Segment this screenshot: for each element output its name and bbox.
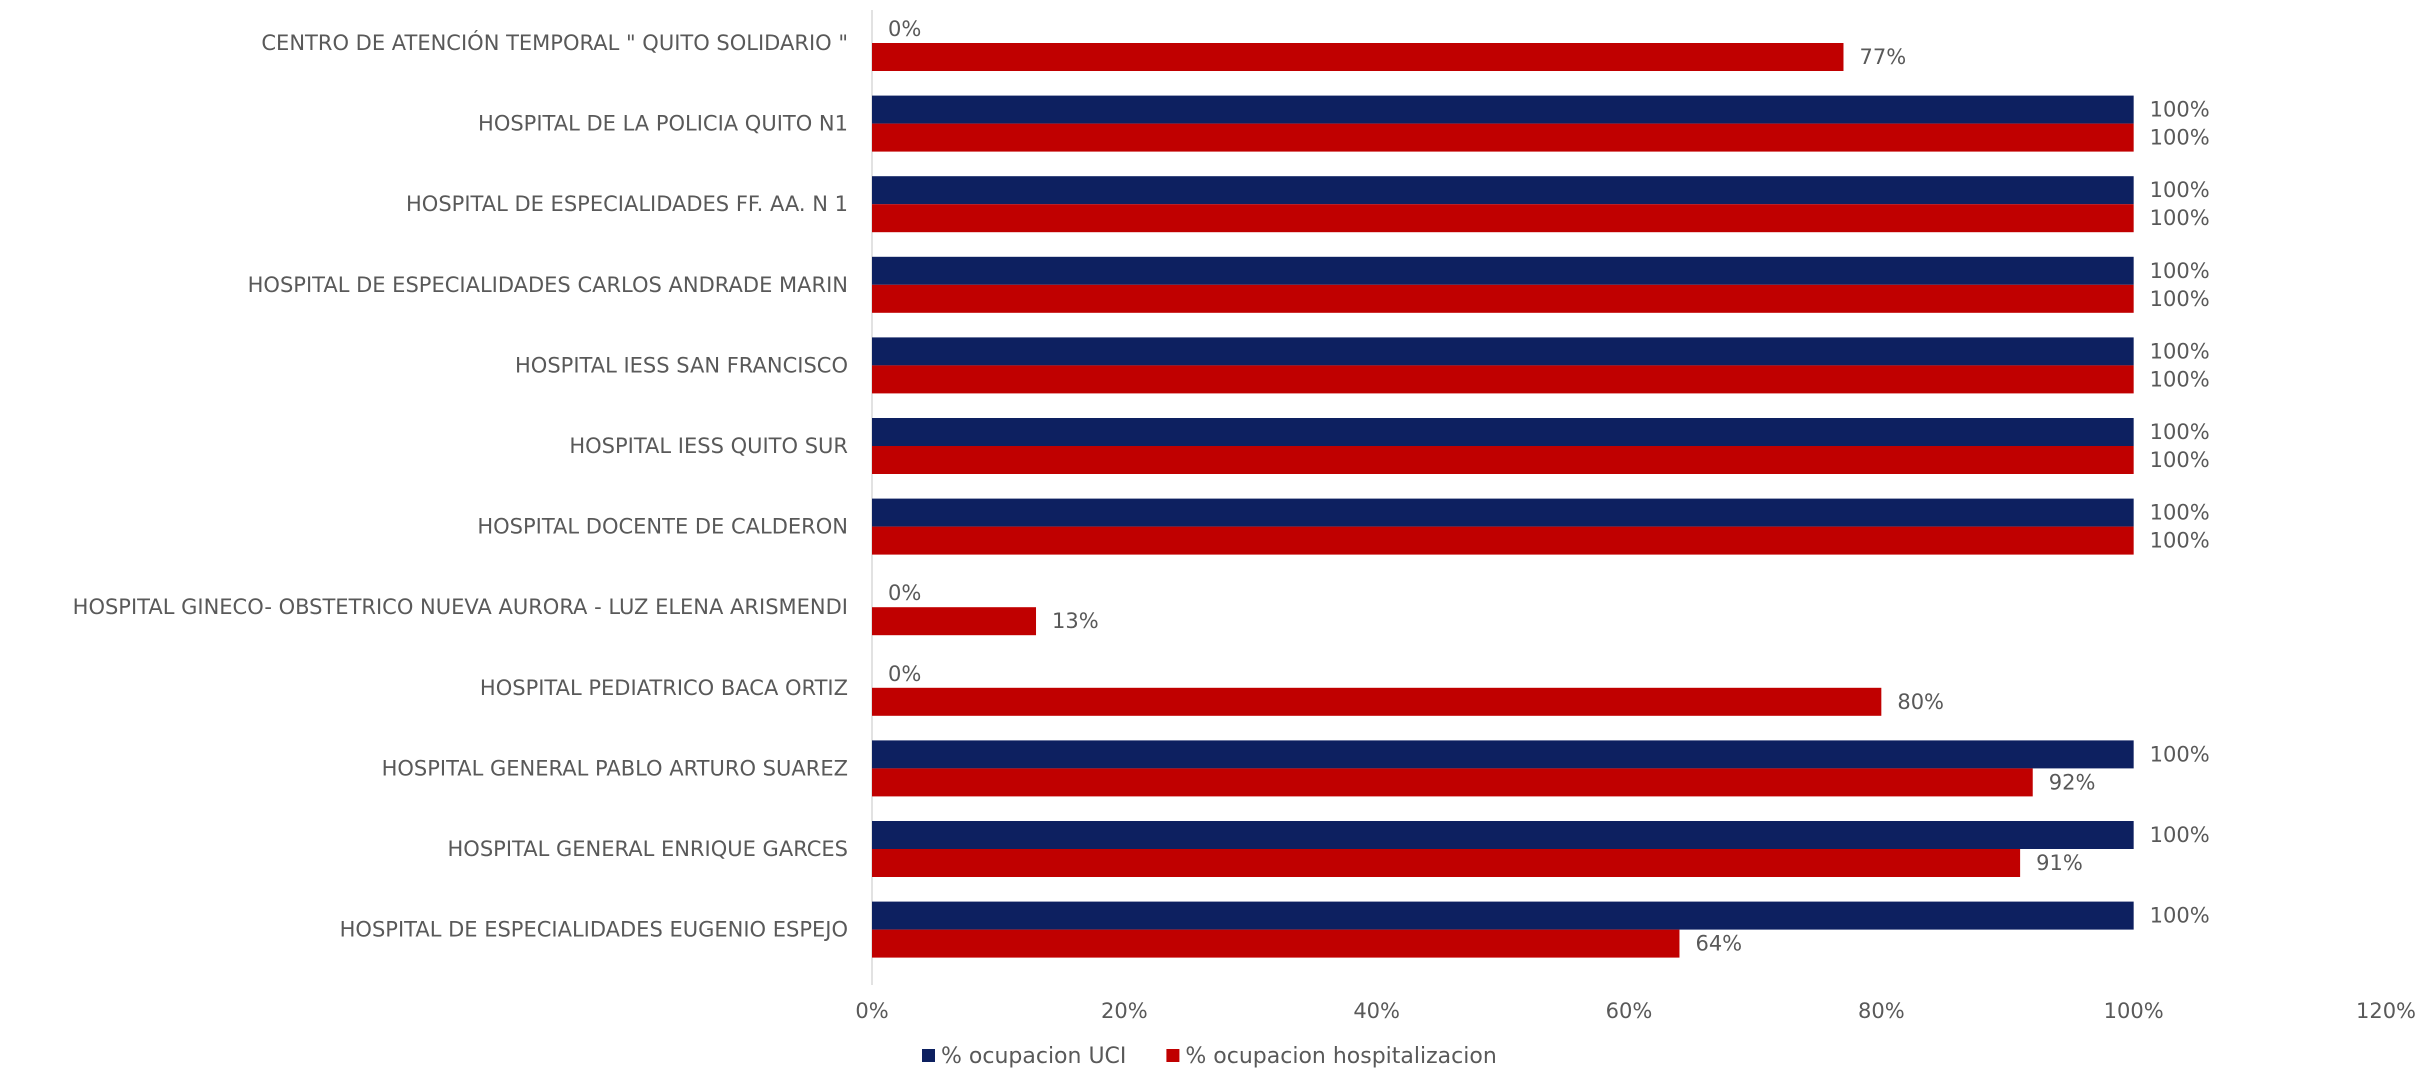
- data-label: 100%: [2150, 259, 2210, 283]
- category-label: HOSPITAL DE ESPECIALIDADES FF. AA. N 1: [406, 192, 848, 216]
- category-label: HOSPITAL DE ESPECIALIDADES CARLOS ANDRAD…: [248, 273, 848, 297]
- category-label: HOSPITAL PEDIATRICO BACA ORTIZ: [480, 676, 848, 700]
- data-label: 100%: [2150, 126, 2210, 150]
- bar-hospitalizacion: [872, 607, 1037, 636]
- data-label: 100%: [2150, 178, 2210, 202]
- data-label: 100%: [2150, 529, 2210, 553]
- category-label: HOSPITAL DOCENTE DE CALDERON: [477, 515, 848, 539]
- bar-hospitalizacion: [872, 446, 2134, 474]
- data-label: 80%: [1897, 690, 1944, 714]
- data-label: 100%: [2150, 367, 2210, 391]
- bar-uci: [872, 256, 2134, 285]
- data-label: 100%: [2150, 742, 2210, 766]
- bar-hospitalizacion: [872, 687, 1882, 716]
- data-label: 92%: [2049, 770, 2096, 794]
- bar-uci: [872, 337, 2134, 366]
- data-label: 91%: [2036, 851, 2083, 875]
- category-label: HOSPITAL GINECO- OBSTETRICO NUEVA AURORA…: [73, 595, 848, 619]
- x-tick-label: 120%: [2356, 999, 2416, 1023]
- category-label: HOSPITAL DE LA POLICIA QUITO N1: [478, 112, 848, 136]
- bar-hospitalizacion: [872, 526, 2134, 555]
- category-label: HOSPITAL GENERAL PABLO ARTURO SUAREZ: [382, 756, 848, 780]
- x-tick-label: 20%: [1101, 999, 1148, 1023]
- data-label: 100%: [2150, 98, 2210, 122]
- x-tick-label: 60%: [1606, 999, 1653, 1023]
- data-label: 100%: [2150, 448, 2210, 472]
- bar-uci: [872, 176, 2134, 205]
- bar-hospitalizacion: [872, 204, 2134, 233]
- legend-label: % ocupacion UCI: [941, 1044, 1126, 1069]
- category-label: HOSPITAL GENERAL ENRIQUE GARCES: [448, 837, 849, 861]
- data-label: 100%: [2150, 339, 2210, 363]
- data-label: 0%: [888, 581, 921, 605]
- data-label: 77%: [1859, 45, 1906, 69]
- data-label: 100%: [2150, 206, 2210, 230]
- bar-hospitalizacion: [872, 849, 2021, 877]
- legend-swatch: [1166, 1049, 1180, 1062]
- category-label: HOSPITAL IESS SAN FRANCISCO: [515, 353, 848, 377]
- bar-hospitalizacion: [872, 284, 2134, 313]
- bar-uci: [872, 740, 2134, 769]
- bar-uci: [872, 418, 2134, 446]
- bar-uci: [872, 95, 2134, 124]
- legend-swatch: [922, 1049, 935, 1062]
- x-tick-label: 100%: [2104, 999, 2164, 1023]
- category-label: CENTRO DE ATENCIÓN TEMPORAL " QUITO SOLI…: [261, 30, 848, 55]
- bar-hospitalizacion: [872, 929, 1680, 958]
- data-label: 0%: [888, 17, 921, 41]
- bar-uci: [872, 498, 2134, 527]
- data-label: 100%: [2150, 501, 2210, 525]
- category-label: HOSPITAL DE ESPECIALIDADES EUGENIO ESPEJ…: [340, 918, 848, 942]
- data-label: 100%: [2150, 904, 2210, 928]
- bar-hospitalizacion: [872, 123, 2134, 152]
- data-label: 64%: [1695, 932, 1742, 956]
- bar-uci: [872, 821, 2134, 849]
- data-label: 13%: [1052, 609, 1099, 633]
- data-label: 0%: [888, 662, 921, 686]
- data-label: 100%: [2150, 420, 2210, 444]
- data-label: 100%: [2150, 287, 2210, 311]
- bar-hospitalizacion: [872, 43, 1844, 71]
- bar-hospitalizacion: [872, 768, 2033, 797]
- x-tick-label: 0%: [855, 999, 888, 1023]
- bar-hospitalizacion: [872, 365, 2134, 394]
- bar-uci: [872, 901, 2134, 930]
- legend-label: % ocupacion hospitalizacion: [1185, 1044, 1496, 1069]
- category-label: HOSPITAL IESS QUITO SUR: [569, 434, 848, 458]
- data-label: 100%: [2150, 823, 2210, 847]
- x-tick-label: 80%: [1858, 999, 1905, 1023]
- x-tick-label: 40%: [1353, 999, 1400, 1023]
